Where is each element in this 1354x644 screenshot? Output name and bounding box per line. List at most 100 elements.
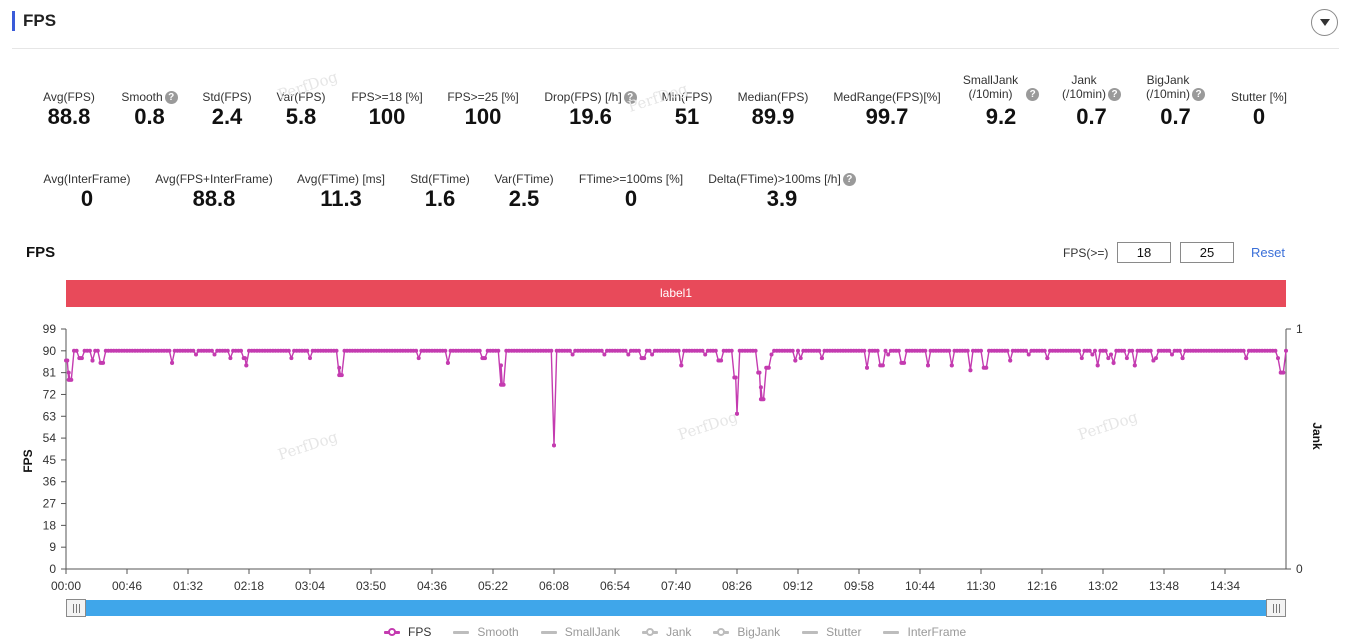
fps-point bbox=[1005, 348, 1010, 353]
legend-item-smooth[interactable]: Smooth bbox=[453, 625, 519, 639]
legend-item-fps[interactable]: FPS bbox=[384, 625, 431, 639]
metric-value: 0.7 bbox=[1160, 104, 1191, 129]
chart-legend: FPS Smooth SmallJank Jank BigJank Stutter Inte… bbox=[384, 624, 966, 640]
fps-series bbox=[64, 348, 1288, 448]
label-band[interactable]: label1 bbox=[66, 280, 1286, 307]
fps-point bbox=[443, 348, 448, 353]
fps-point bbox=[793, 358, 798, 363]
slider-handle-end[interactable] bbox=[1266, 599, 1286, 617]
metric-value: 0.7 bbox=[1076, 104, 1107, 129]
fps-point bbox=[769, 352, 774, 357]
fps-point bbox=[984, 365, 989, 370]
metric-value: 88.8 bbox=[192, 186, 236, 211]
fps-point bbox=[483, 356, 487, 361]
y-tick-label: 27 bbox=[43, 497, 57, 511]
metric-value: 0 bbox=[1252, 104, 1266, 129]
y-axis-title: FPS bbox=[21, 449, 35, 472]
x-tick-label: 00:00 bbox=[51, 579, 81, 593]
fps-point bbox=[289, 356, 294, 361]
y-tick-label: 9 bbox=[49, 540, 56, 554]
slider-handle-start[interactable] bbox=[66, 599, 86, 617]
legend-item-smalljank[interactable]: SmallJank bbox=[540, 625, 620, 639]
metric-label: Avg(FPS) bbox=[43, 90, 95, 104]
x-tick-label: 08:26 bbox=[722, 579, 752, 593]
metric-ftime-ge-100ms: FTime>=100ms [%] 0 bbox=[573, 158, 689, 212]
fps-threshold-input-2[interactable] bbox=[1180, 242, 1234, 263]
x-tick-label: 01:32 bbox=[173, 579, 203, 593]
collapse-button[interactable] bbox=[1311, 9, 1338, 36]
fps-point bbox=[923, 348, 928, 353]
metric-value: 0.8 bbox=[134, 104, 165, 129]
legend-item-bigjank[interactable]: BigJank bbox=[713, 625, 780, 639]
fps-point bbox=[1042, 348, 1047, 353]
metric-label: Std(FPS) bbox=[202, 90, 252, 104]
metric-var-fps: Var(FPS) 5.8 bbox=[266, 76, 336, 130]
fps-point bbox=[729, 348, 734, 353]
fps-point bbox=[308, 356, 312, 361]
fps-point bbox=[1273, 348, 1278, 353]
y-tick-label: 18 bbox=[43, 518, 57, 532]
legend-item-stutter[interactable]: Stutter bbox=[802, 625, 861, 639]
reset-link[interactable]: Reset bbox=[1251, 245, 1285, 260]
y2-tick-label: 0 bbox=[1296, 562, 1303, 576]
metric-label: Jank bbox=[1071, 73, 1097, 87]
fps-point bbox=[66, 370, 71, 375]
help-icon[interactable]: ? bbox=[164, 91, 178, 104]
fps-point bbox=[1167, 348, 1172, 353]
fps-point bbox=[445, 360, 450, 365]
help-icon[interactable]: ? bbox=[842, 173, 856, 186]
metric-label: FTime>=100ms [%] bbox=[578, 172, 684, 186]
fps-point bbox=[1154, 356, 1158, 361]
help-icon[interactable]: ? bbox=[1026, 87, 1040, 101]
help-icon[interactable]: ? bbox=[623, 91, 637, 104]
metric-label: FPS>=25 [%] bbox=[447, 90, 519, 104]
fps-point bbox=[880, 363, 885, 368]
metric-label: Stutter [%] bbox=[1230, 90, 1288, 104]
fps-point bbox=[1124, 356, 1129, 361]
fps-point bbox=[69, 377, 74, 382]
metric-value: 2.5 bbox=[508, 186, 540, 211]
metric-smalljank: SmallJank (/10min) ? 9.2 bbox=[956, 70, 1046, 130]
fps-point bbox=[1111, 360, 1116, 365]
fps-point bbox=[733, 375, 738, 380]
help-icon[interactable]: ? bbox=[1108, 87, 1121, 101]
metric-value: 0 bbox=[80, 186, 94, 211]
metric-avg-fps-interframe: Avg(FPS+InterFrame) 88.8 bbox=[149, 158, 279, 212]
metric-value: 0 bbox=[624, 186, 638, 211]
fps-point bbox=[947, 348, 952, 353]
fps-point bbox=[477, 348, 482, 353]
fps-point bbox=[926, 363, 930, 368]
legend-item-interframe[interactable]: InterFrame bbox=[883, 625, 966, 639]
legend-swatch-icon bbox=[384, 627, 400, 637]
fps-point bbox=[703, 352, 708, 357]
time-range-slider[interactable] bbox=[66, 599, 1286, 617]
metric-median-fps: Median(FPS) 89.9 bbox=[733, 76, 813, 130]
fps-threshold-input-1[interactable] bbox=[1117, 242, 1171, 263]
x-tick-label: 03:04 bbox=[295, 579, 325, 593]
fps-point bbox=[719, 358, 724, 363]
metric-min-fps: Min(FPS) 51 bbox=[652, 76, 722, 130]
metric-value: 100 bbox=[464, 104, 502, 129]
fps-point bbox=[679, 363, 684, 368]
metric-label: Std(FTime) bbox=[410, 172, 470, 186]
fps-point bbox=[902, 360, 907, 365]
fps-point bbox=[1087, 348, 1092, 353]
legend-swatch-icon bbox=[642, 627, 659, 637]
legend-item-jank[interactable]: Jank bbox=[642, 625, 691, 639]
legend-swatch-icon bbox=[713, 627, 730, 637]
fps-point bbox=[95, 348, 100, 353]
fps-point bbox=[1095, 363, 1100, 368]
section-title: FPS bbox=[23, 11, 57, 30]
help-icon[interactable]: ? bbox=[1192, 87, 1205, 101]
legend-label: InterFrame bbox=[907, 625, 967, 639]
y-tick-label: 90 bbox=[43, 344, 57, 358]
fps-point bbox=[1151, 358, 1156, 363]
fps-point bbox=[1079, 356, 1084, 361]
metric-label: BigJank bbox=[1146, 73, 1190, 87]
fps-point bbox=[1132, 363, 1137, 368]
metric-avg-fps: Avg(FPS) 88.8 bbox=[34, 76, 104, 130]
fps-point bbox=[1090, 352, 1095, 357]
metric-jank: Jank (/10min) ? 0.7 bbox=[1054, 70, 1129, 130]
x-tick-label: 06:08 bbox=[539, 579, 569, 593]
